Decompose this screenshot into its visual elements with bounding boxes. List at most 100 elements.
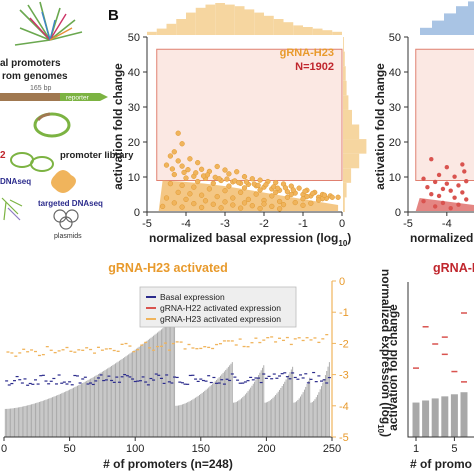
scatter-point xyxy=(257,205,263,212)
bar xyxy=(155,333,157,437)
bar xyxy=(50,397,52,437)
bar xyxy=(192,399,194,437)
bar xyxy=(143,342,145,437)
scatter-point xyxy=(198,204,205,211)
bar xyxy=(163,327,165,437)
scatter-point xyxy=(452,195,457,200)
schematic-promoters-text: al promoters xyxy=(0,58,61,69)
scatter-point xyxy=(222,167,228,173)
bar xyxy=(59,393,61,437)
y-axis-label: activation fold change xyxy=(373,63,387,190)
bar xyxy=(112,365,114,437)
x-tick-label: 0 xyxy=(339,218,345,230)
scatter-point xyxy=(310,190,316,197)
bar xyxy=(95,375,97,437)
point-cloud-fill xyxy=(415,198,474,211)
bar xyxy=(292,366,294,437)
bar xyxy=(213,382,215,437)
bar xyxy=(4,408,6,437)
bar xyxy=(78,385,80,437)
bar xyxy=(166,325,168,437)
bar xyxy=(441,396,449,437)
scatter-point xyxy=(425,184,430,190)
scatter-point xyxy=(282,185,289,191)
scatter-point xyxy=(257,187,263,193)
scatter-point xyxy=(464,197,469,202)
bar xyxy=(225,369,227,437)
bar xyxy=(250,387,252,437)
bar xyxy=(54,396,56,437)
bar xyxy=(175,405,177,437)
x-axis-label: # of promo xyxy=(410,457,472,471)
bar xyxy=(86,380,88,437)
bar xyxy=(285,379,287,437)
scatter-point xyxy=(290,187,296,193)
bar xyxy=(57,395,59,437)
bar xyxy=(318,392,320,437)
bar xyxy=(92,377,94,437)
bar xyxy=(229,365,231,437)
y-tick-label: 0 xyxy=(339,276,345,288)
bar xyxy=(321,386,322,437)
scatter-point xyxy=(210,180,216,186)
histogram-bar xyxy=(273,19,284,35)
bar xyxy=(101,371,103,437)
x-tick-label: 0 xyxy=(1,443,7,455)
bar xyxy=(209,386,211,437)
bar xyxy=(164,326,166,437)
bar xyxy=(233,402,235,437)
bar xyxy=(212,383,214,437)
x-tick-label: -3 xyxy=(220,218,230,230)
scatter-point xyxy=(198,192,205,198)
bar xyxy=(91,377,93,437)
bar xyxy=(217,378,219,437)
bar-chart-h23-activated: 0 -1 -2 -3 -4 -5 0 50 100 150 200 250 # of promoters… xyxy=(1,261,393,471)
scatter-point xyxy=(179,141,185,147)
bar xyxy=(189,400,191,437)
bar xyxy=(208,387,210,437)
scatter-point xyxy=(191,200,197,207)
bar xyxy=(297,399,299,437)
scatter-point xyxy=(421,176,426,181)
x-tick-label: 200 xyxy=(257,443,275,455)
bar xyxy=(265,402,267,437)
schematic-panel: al promoters rom genomes 165 bp reporter… xyxy=(0,1,134,240)
scatter-point xyxy=(263,182,269,188)
scatter-point xyxy=(179,163,185,169)
y-tick-label: 40 xyxy=(128,67,140,79)
axis-lines xyxy=(407,282,474,438)
bar xyxy=(176,405,178,437)
bar xyxy=(327,366,329,437)
scatter-point xyxy=(456,202,461,207)
bar xyxy=(33,403,35,437)
bar xyxy=(21,406,23,437)
bar xyxy=(218,377,220,437)
bar xyxy=(310,402,312,437)
histogram-bar xyxy=(343,80,347,96)
bar xyxy=(251,385,253,437)
bar xyxy=(244,394,246,437)
scatter-point xyxy=(429,156,434,162)
bar xyxy=(191,400,193,437)
bar xyxy=(227,366,229,437)
histogram-bar xyxy=(343,95,349,110)
bar xyxy=(157,332,158,437)
bar xyxy=(259,372,261,437)
bar xyxy=(38,401,40,437)
bar xyxy=(108,367,110,437)
bar xyxy=(221,374,223,437)
scatter-point xyxy=(308,200,314,206)
bar xyxy=(49,398,51,437)
bar xyxy=(41,401,43,437)
bar xyxy=(75,386,77,437)
scatter-point xyxy=(169,166,176,172)
y-axis-label: activation fold change xyxy=(111,63,125,190)
bar xyxy=(130,352,132,437)
bar xyxy=(202,391,204,437)
bar xyxy=(288,374,290,437)
scatter-point xyxy=(181,169,187,176)
bar xyxy=(70,389,72,437)
bar xyxy=(162,328,164,437)
bar xyxy=(94,376,96,437)
bar xyxy=(15,407,17,437)
